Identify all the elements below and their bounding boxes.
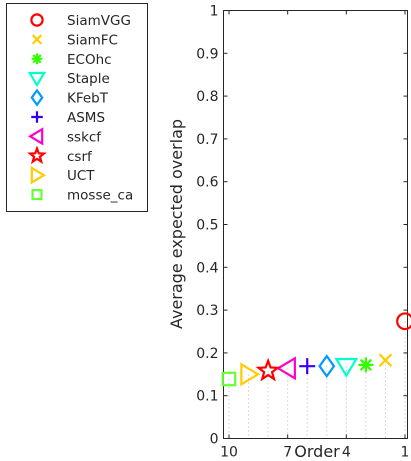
legend: SiamVGG SiamFC ECOhc Staple KFebT ASMS sskcf cs… [6,3,148,212]
data-point-uct [240,362,261,387]
data-point-asms [299,358,316,375]
y-axis-label: Average expected overlap [167,119,186,329]
legend-label-staple: Staple [67,71,110,87]
legend-marker-sskcf [28,127,44,146]
legend-box [6,3,148,212]
legend-item-ecohc: ECOhc [31,52,112,68]
x-tick-label: 4 [342,445,351,461]
data-point-mosse-ca [221,371,237,387]
data-point-siamfc [378,353,393,367]
legend-marker-siamfc [31,34,43,45]
legend-marker-uct [30,166,46,185]
legend-item-mosse-ca: mosse_ca [31,188,133,204]
data-point-sskcf [276,356,296,381]
legend-label-siamvgg: SiamVGG [67,13,131,29]
y-tick-label: 0.6 [196,175,218,191]
legend-marker-asms [31,111,43,123]
legend-item-kfebt: KFebT [30,88,109,107]
legend-marker-ecohc [31,53,43,65]
y-tick-label: 0.5 [196,218,218,234]
y-tick-label: 0.4 [196,260,218,276]
legend-item-sskcf: sskcf [28,127,102,146]
data-point-ecohc [358,357,374,373]
y-tick-label: 0 [210,432,219,448]
legend-label-sskcf: sskcf [67,129,102,145]
y-tick-label: 0.3 [196,303,218,319]
plot-area: 0 0.1 0.2 0.3 0.4 0.5 0.6 0.7 0.8 0.9 1 10 7 4 1 [196,4,411,461]
legend-marker-kfebt [30,88,44,107]
legend-item-asms: ASMS [31,110,105,126]
legend-label-uct: UCT [67,168,95,184]
x-axis-label: Order [294,442,340,461]
legend-marker-staple [27,71,47,88]
data-point-kfebt [318,354,336,379]
legend-marker-mosse-ca [31,189,43,201]
data-point-siamvgg [396,312,411,331]
legend-label-ecohc: ECOhc [67,52,112,68]
legend-label-asms: ASMS [67,110,105,126]
legend-item-csrf: csrf [27,145,93,165]
legend-item-siamvgg: SiamVGG [30,13,131,29]
data-point-csrf [255,357,281,382]
legend-item-staple: Staple [27,71,110,88]
y-tick-label: 0.7 [196,132,218,148]
y-tick-label: 0.9 [196,46,218,62]
legend-item-uct: UCT [30,166,95,185]
y-tick-label: 1 [210,4,219,20]
legend-label-siamfc: SiamFC [67,32,118,48]
x-tick-label: 7 [283,445,292,461]
y-tick-label: 0.8 [196,89,218,105]
data-point-staple [334,357,359,378]
y-tick-label: 0.2 [196,346,218,362]
legend-label-kfebt: KFebT [67,91,109,107]
legend-label-csrf: csrf [67,149,93,165]
x-tick-label: 10 [220,445,238,461]
legend-marker-csrf [27,145,47,165]
legend-label-mosse-ca: mosse_ca [67,188,133,204]
x-tick-label: 1 [401,445,410,461]
legend-item-siamfc: SiamFC [31,32,118,48]
legend-marker-siamvgg [30,13,44,27]
y-tick-label: 0.1 [196,389,218,405]
